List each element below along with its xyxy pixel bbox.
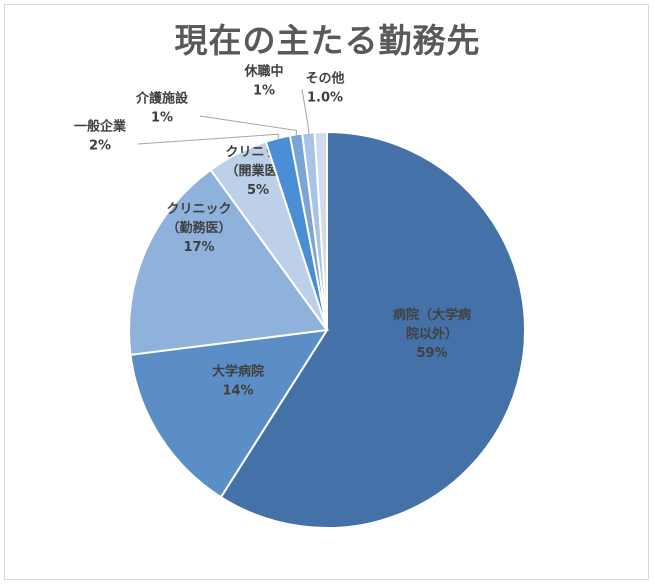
- slice-category-label: 病院（大学病: [393, 307, 471, 323]
- slice-value-label: 1%: [151, 111, 173, 126]
- slice-category-label: 介護施設: [135, 91, 189, 107]
- slice-category-label: クリニック: [166, 202, 231, 217]
- pie-slice: [128, 168, 329, 356]
- leader-line: [301, 88, 310, 135]
- slice-value-label: 1.0%: [307, 91, 343, 106]
- slice-value-label: 14%: [222, 384, 253, 399]
- pie-slice: [129, 328, 329, 499]
- slice-category-label: 休職中: [243, 64, 283, 80]
- slice-category-label: 院以外）: [406, 326, 458, 342]
- slice-value-label: 17%: [183, 240, 214, 255]
- slice-category-label: 一般企業: [74, 119, 127, 135]
- pie-slice: [219, 130, 526, 529]
- leader-line: [199, 115, 297, 137]
- pie-slice: [313, 130, 328, 331]
- slice-value-label: 5%: [247, 183, 269, 198]
- slice-value-label: 2%: [89, 139, 111, 154]
- chart-title: 現在の主たる勤務先: [174, 21, 481, 60]
- slice-category-label: （勤務医）: [166, 220, 231, 236]
- slice-value-label: 59%: [416, 346, 447, 361]
- leader-line: [137, 133, 279, 145]
- slice-value-label: 1%: [253, 84, 275, 99]
- slice-category-label: その他: [305, 71, 344, 87]
- slice-category-label: 大学病院: [212, 364, 264, 380]
